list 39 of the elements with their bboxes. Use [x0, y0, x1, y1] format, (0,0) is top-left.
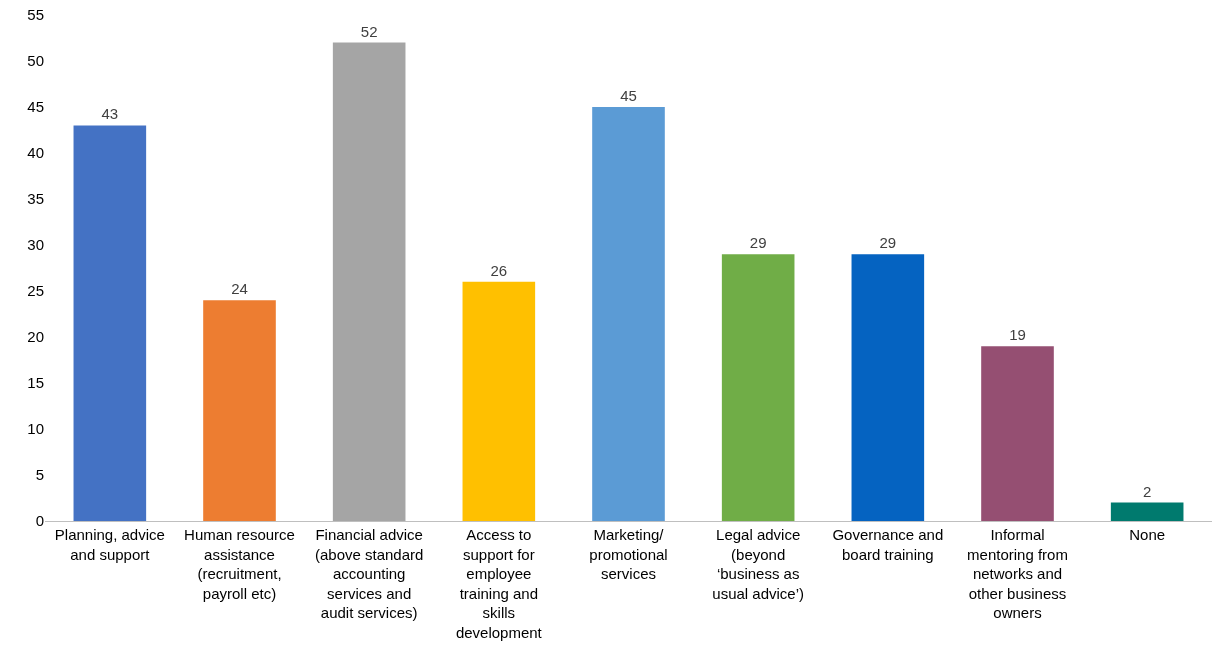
data-label: 26	[490, 261, 508, 279]
bar	[1110, 502, 1184, 521]
bar	[851, 254, 925, 521]
bar	[203, 300, 276, 521]
y-tick-label: 45	[27, 98, 44, 116]
y-tick-label: 20	[27, 328, 44, 346]
bar	[592, 107, 665, 521]
x-tick-label: Informal mentoring from networks and other business owners	[967, 526, 1068, 621]
x-tick-label: None	[1129, 526, 1166, 543]
y-tick-label: 15	[27, 374, 44, 392]
y-tick-label: 35	[27, 190, 44, 208]
y-tick-label: 25	[27, 282, 44, 300]
bar	[73, 125, 147, 521]
data-label: 45	[620, 87, 637, 104]
data-label: 19	[1009, 326, 1026, 344]
data-label: 24	[231, 280, 248, 298]
x-tick-label: Access to support for employee training and skills development	[455, 526, 543, 641]
data-label: 2	[1142, 482, 1152, 500]
bar	[462, 281, 536, 521]
data-label: 29	[749, 234, 767, 252]
data-label: 52	[360, 22, 378, 40]
x-tick-label: Legal advice (beyond ‘business as usual advice’)	[712, 526, 805, 602]
bar	[981, 346, 1054, 521]
y-tick-label: 55	[27, 6, 44, 24]
y-tick-label: 10	[27, 420, 44, 438]
x-tick-label: Human resource assistance (recruitment, payroll etc)	[184, 526, 295, 602]
y-tick-label: 50	[27, 52, 44, 70]
y-tick-label: 0	[35, 512, 44, 530]
x-tick-label: Planning, advice and support	[54, 526, 165, 563]
x-tick-label: Financial advice (above standard accounting services and audit services)	[314, 526, 424, 621]
x-tick-label: Marketing/ promotional services	[589, 526, 668, 582]
x-tick-label: Governance and board training	[832, 526, 944, 563]
bar	[721, 254, 795, 521]
data-label: 29	[879, 234, 897, 252]
data-label: 43	[101, 105, 119, 123]
y-tick-label: 5	[35, 466, 44, 484]
bar	[332, 42, 406, 521]
y-tick-label: 40	[27, 144, 44, 162]
y-tick-label: 30	[27, 236, 44, 254]
